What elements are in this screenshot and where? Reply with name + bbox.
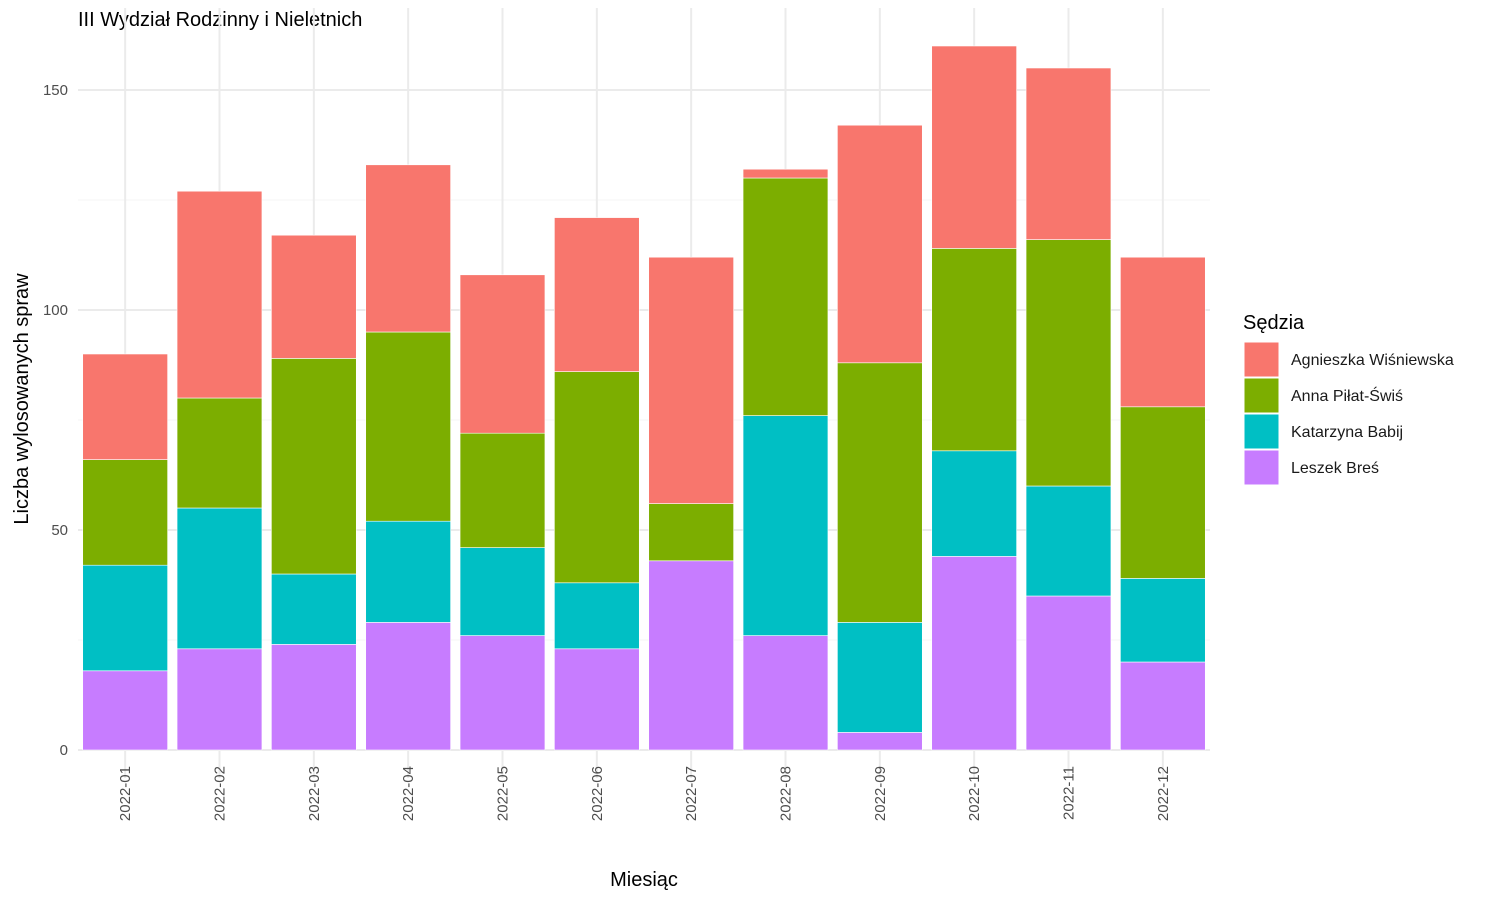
bar-segment — [82, 564, 168, 672]
bar-segment — [1120, 578, 1206, 663]
bar-segment — [931, 450, 1017, 557]
bar-segment — [271, 573, 357, 645]
x-tick-label: 2022-12 — [1155, 766, 1172, 821]
bars — [82, 45, 1206, 751]
bar-segment — [176, 190, 263, 399]
bar-segment — [648, 256, 734, 504]
bar-segment — [176, 648, 263, 751]
bar-segment — [365, 164, 451, 333]
bar-segment — [837, 362, 923, 623]
y-axis-ticks: 0 50 100 150 — [43, 82, 68, 759]
legend-key — [1243, 377, 1280, 414]
bar-segment — [1025, 485, 1112, 597]
bar-segment — [82, 459, 168, 566]
bar-segment — [648, 503, 734, 562]
x-tick-label: 2022-09 — [872, 766, 889, 821]
bar-segment — [365, 331, 451, 522]
y-tick-label: 150 — [43, 82, 68, 99]
x-axis-title: Miesiąc — [610, 869, 678, 891]
bar-segment — [554, 582, 640, 650]
legend-label: Agnieszka Wiśniewska — [1291, 352, 1454, 369]
bar-segment — [1025, 67, 1112, 240]
bar-segment — [176, 397, 263, 509]
bar-segment — [271, 358, 357, 575]
bar-segment — [365, 520, 451, 623]
bar-segment — [742, 177, 829, 416]
legend-title: Sędzia — [1243, 312, 1305, 334]
bar-segment — [931, 248, 1017, 452]
y-tick-label: 0 — [60, 742, 68, 759]
bar-segment — [459, 635, 546, 751]
bar-segment — [837, 732, 923, 751]
bar-segment — [742, 415, 829, 636]
bar-segment — [271, 644, 357, 751]
bar-segment — [742, 635, 829, 751]
bar-segment — [742, 168, 829, 179]
legend-label: Leszek Breś — [1291, 460, 1379, 477]
bar-segment — [648, 560, 734, 751]
legend-key — [1243, 341, 1280, 378]
x-axis-ticks: 2022-01 2022-02 2022-03 2022-04 2022-05 2022-… — [117, 766, 1172, 821]
x-tick-label: 2022-10 — [966, 766, 983, 821]
bar-segment — [82, 670, 168, 751]
bar-segment — [176, 507, 263, 650]
x-tick-label: 2022-03 — [306, 766, 323, 821]
x-tick-label: 2022-04 — [400, 766, 417, 821]
bar-segment — [837, 124, 923, 364]
y-tick-label: 100 — [43, 302, 68, 319]
legend: Sędzia Agnieszka Wiśniewska Anna Piłat-Św… — [1243, 312, 1454, 486]
bar-segment — [459, 274, 546, 434]
y-axis-title: Liczba wylosowanych spraw — [11, 273, 33, 525]
bar-segment — [554, 371, 640, 584]
legend-label: Anna Piłat-Świś — [1291, 386, 1403, 405]
bar-segment — [1025, 595, 1112, 751]
bar-segment — [82, 353, 168, 460]
legend-key — [1243, 413, 1280, 450]
x-tick-label: 2022-05 — [495, 766, 512, 821]
bar-segment — [1120, 661, 1206, 751]
x-tick-label: 2022-08 — [778, 766, 795, 821]
bar-segment — [1120, 406, 1206, 579]
bar-segment — [554, 217, 640, 372]
x-tick-label: 2022-11 — [1061, 766, 1078, 820]
x-tick-label: 2022-01 — [117, 766, 134, 821]
bar-segment — [554, 648, 640, 751]
legend-label: Katarzyna Babij — [1291, 424, 1403, 441]
bar-segment — [931, 556, 1017, 751]
bar-segment — [1120, 256, 1206, 408]
legend-key — [1243, 449, 1280, 486]
bar-segment — [1025, 239, 1112, 487]
bar-segment — [271, 234, 357, 359]
y-tick-label: 50 — [51, 522, 68, 539]
bar-segment — [837, 622, 923, 733]
bar-segment — [459, 547, 546, 636]
x-tick-label: 2022-02 — [212, 766, 229, 821]
bar-segment — [365, 622, 451, 751]
bar-segment — [459, 432, 546, 548]
bar-segment — [931, 45, 1017, 249]
x-tick-label: 2022-06 — [589, 766, 606, 821]
x-tick-label: 2022-07 — [683, 766, 700, 821]
